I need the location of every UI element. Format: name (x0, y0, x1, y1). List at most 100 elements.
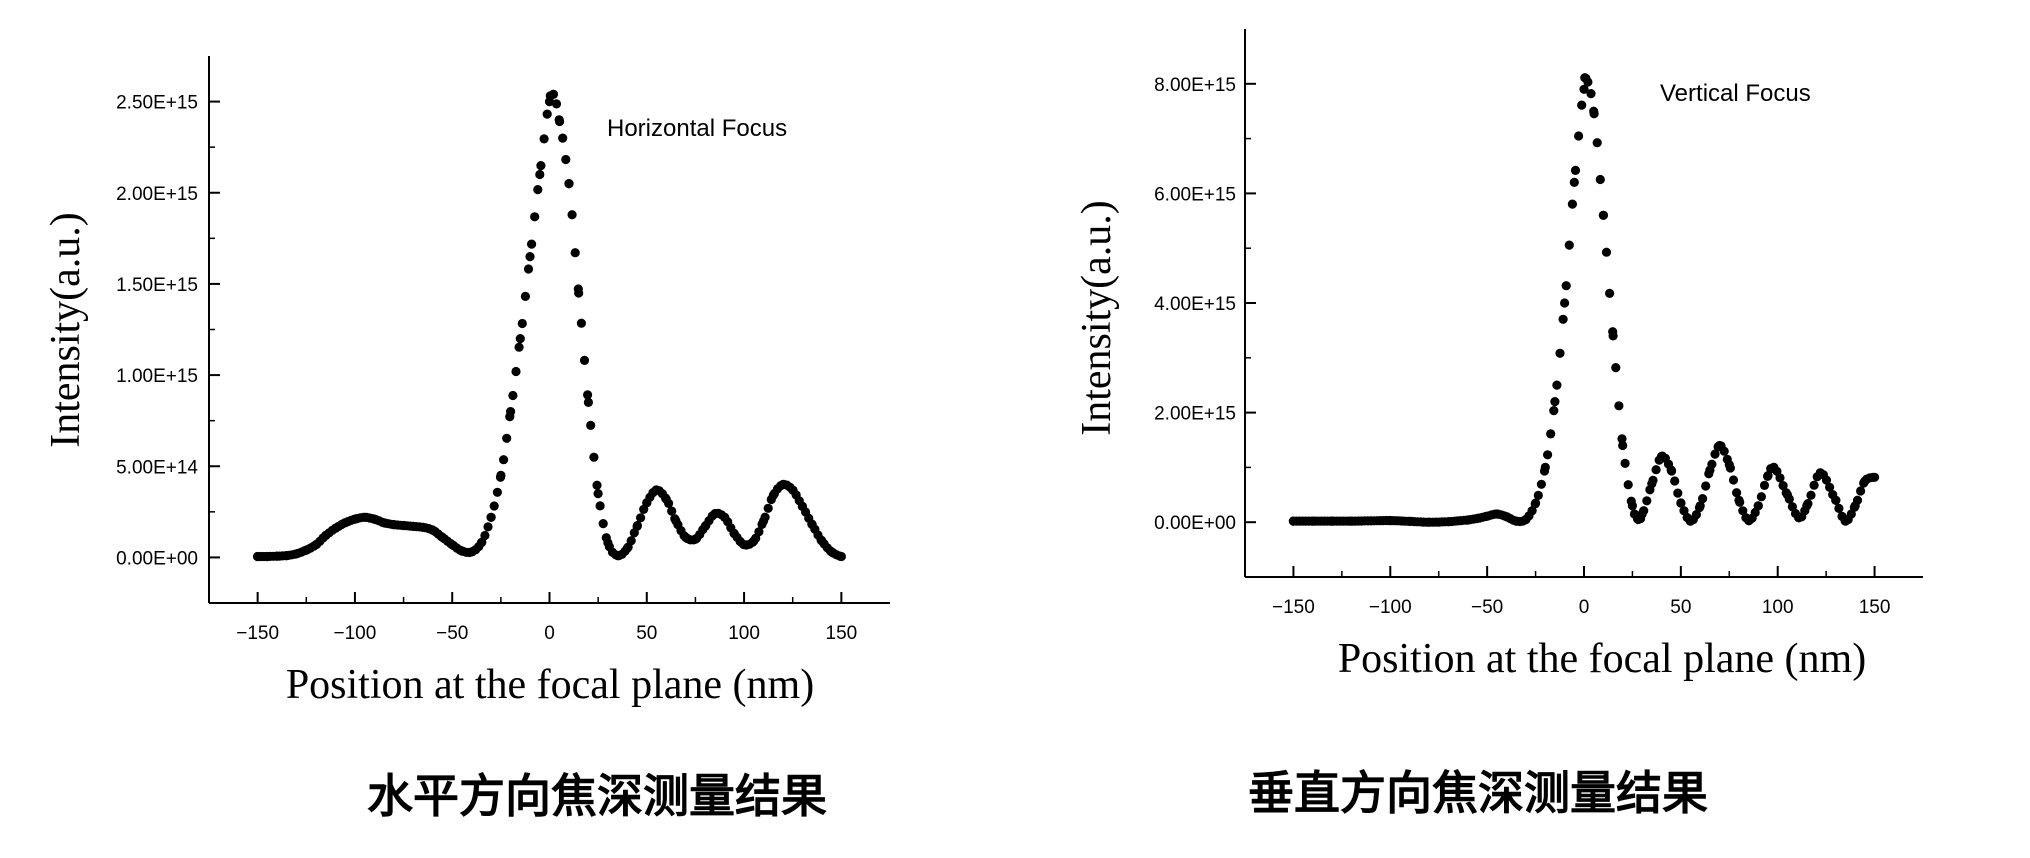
data-point (1531, 498, 1541, 508)
y-tick-label: 6.00E+15 (1154, 184, 1236, 205)
x-tick-label: −150 (1272, 597, 1315, 618)
data-point (486, 512, 496, 522)
data-point (1642, 496, 1652, 506)
data-point (527, 239, 537, 249)
x-tick-label: −150 (236, 623, 279, 644)
data-point (758, 516, 769, 526)
data-point (626, 536, 636, 546)
data-point (514, 342, 524, 352)
data-point (1561, 281, 1571, 291)
data-point (768, 490, 778, 500)
data-point (350, 514, 360, 524)
data-point (558, 133, 568, 143)
data-point (1759, 480, 1770, 490)
data-point (1288, 516, 1298, 526)
data-point (301, 545, 311, 555)
data-point (595, 501, 605, 511)
data-point (408, 521, 418, 532)
data-point (1685, 516, 1696, 526)
data-point (530, 212, 540, 222)
data-point (1802, 501, 1812, 511)
data-point (1492, 509, 1502, 519)
data-point (1744, 516, 1754, 526)
x-tick-label: 50 (636, 623, 657, 644)
data-point (542, 109, 552, 119)
data-point (592, 480, 602, 490)
data-point (700, 521, 710, 532)
data-point (613, 551, 623, 561)
data-point (1592, 138, 1602, 148)
data-point (1536, 479, 1546, 489)
data-point (467, 547, 477, 557)
y-tick-label: 1.00E+15 (116, 366, 198, 387)
data-point (1589, 106, 1599, 116)
data-point (1543, 450, 1553, 460)
data-point (570, 248, 580, 258)
data-point (496, 470, 506, 480)
data-point (511, 366, 521, 377)
data-point (667, 506, 677, 516)
data-point (1567, 199, 1577, 209)
data-point (508, 390, 518, 401)
data-point (1620, 458, 1630, 468)
data-point (1552, 380, 1562, 390)
data-point (763, 503, 773, 513)
data-point (583, 397, 594, 407)
data-point (1831, 495, 1841, 505)
data-point (681, 532, 691, 543)
data-point (1574, 131, 1584, 141)
data-point (710, 509, 720, 519)
x-tick-label: −50 (436, 623, 468, 644)
data-point (1611, 363, 1621, 373)
data-point (457, 546, 467, 556)
data-point (1618, 440, 1628, 451)
data-point (262, 551, 272, 562)
data-point (1579, 84, 1589, 94)
data-point (1521, 514, 1531, 525)
data-point (1809, 480, 1819, 490)
y-tick-label: 0.00E+00 (1154, 513, 1236, 534)
data-point (536, 161, 546, 171)
data-point (476, 538, 486, 548)
data-point (1695, 501, 1705, 511)
data-point (749, 536, 759, 546)
data-point (836, 551, 847, 562)
data-point (1856, 486, 1866, 496)
data-point (523, 264, 534, 274)
data-point (1870, 472, 1880, 482)
x-tick-label: 100 (1762, 597, 1794, 618)
data-point (1734, 495, 1744, 505)
x-axis-title: Position at the focal plane (nm) (286, 662, 814, 708)
data-point (1550, 397, 1560, 407)
data-point (1670, 476, 1680, 486)
data-point (1564, 240, 1574, 250)
data-point (1705, 465, 1715, 475)
data-point (330, 523, 341, 533)
data-point (1821, 475, 1832, 485)
data-point (292, 549, 302, 559)
data-series (1288, 73, 1880, 527)
y-tick-label: 4.00E+15 (1154, 294, 1236, 315)
data-point (636, 513, 646, 523)
x-axis-title: Position at the focal plane (nm) (1338, 636, 1866, 682)
x-tick-label: 150 (826, 623, 858, 644)
data-point (1715, 440, 1725, 451)
data-point (1308, 516, 1318, 526)
data-point (1605, 288, 1615, 298)
data-point (1666, 465, 1676, 475)
y-tick-label: 0.00E+00 (116, 548, 198, 569)
data-point (360, 512, 370, 522)
data-point (389, 520, 399, 530)
data-point (642, 498, 652, 508)
data-point (671, 516, 681, 526)
data-point (515, 334, 525, 344)
data-point (1769, 462, 1779, 472)
data-point (1595, 174, 1605, 185)
data-point (778, 479, 788, 490)
data-point (1834, 503, 1844, 513)
data-point (651, 485, 662, 495)
data-point (282, 551, 292, 561)
data-point (690, 534, 701, 544)
data-point (1763, 471, 1773, 481)
data-point (1540, 462, 1550, 472)
